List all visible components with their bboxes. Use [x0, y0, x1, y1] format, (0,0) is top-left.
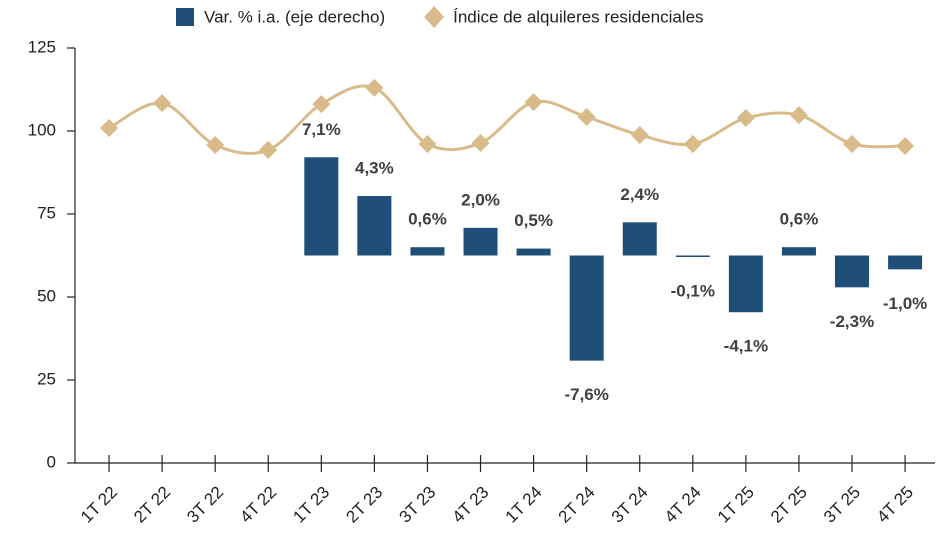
- data-label: -7,6%: [564, 385, 608, 404]
- data-label: 2,0%: [461, 190, 500, 209]
- data-label: -1,0%: [883, 294, 927, 313]
- x-tick-label: 3T 25: [820, 483, 864, 527]
- data-label: 2,4%: [620, 185, 659, 204]
- y-tick-label: 25: [37, 369, 56, 388]
- legend-label: Índice de alquileres residenciales: [453, 7, 703, 26]
- legend-label: Var. % i.a. (eje derecho): [204, 7, 385, 26]
- x-tick-label: 2T 22: [130, 483, 174, 527]
- bar: [569, 255, 604, 361]
- marker: [206, 135, 225, 154]
- bar: [888, 255, 923, 270]
- bar: [410, 247, 445, 256]
- bar: [675, 255, 710, 257]
- x-tick-label: 2T 24: [555, 483, 599, 527]
- marker: [630, 125, 649, 144]
- x-tick-label: 4T 24: [661, 483, 705, 527]
- bar: [781, 247, 816, 256]
- marker: [524, 93, 543, 112]
- data-label: 0,5%: [514, 211, 553, 230]
- x-tick-label: 1T 25: [714, 483, 758, 527]
- marker: [312, 95, 331, 114]
- x-tick-label: 3T 22: [183, 483, 227, 527]
- data-label: 0,6%: [408, 210, 447, 229]
- bar: [304, 157, 339, 256]
- y-tick-label: 125: [28, 37, 56, 56]
- data-label: -2,3%: [830, 312, 874, 331]
- line: [108, 84, 906, 155]
- x-tick-label: 4T 25: [873, 483, 917, 527]
- data-label: 4,3%: [355, 159, 394, 178]
- x-tick-label: 1T 23: [289, 483, 333, 527]
- bar: [463, 227, 498, 256]
- marker: [789, 106, 808, 125]
- marker: [418, 134, 437, 153]
- data-label: -0,1%: [671, 281, 715, 300]
- bar: [516, 248, 551, 256]
- y-tick-label: 75: [37, 203, 56, 222]
- data-label: 0,6%: [780, 210, 819, 229]
- y-tick-label: 0: [47, 452, 56, 471]
- x-tick-label: 4T 22: [236, 483, 280, 527]
- bar: [728, 255, 763, 313]
- marker: [577, 108, 596, 127]
- marker: [365, 78, 384, 97]
- x-tick-label: 1T 22: [77, 483, 121, 527]
- marker: [683, 134, 702, 153]
- x-tick-label: 4T 23: [449, 483, 493, 527]
- x-tick-label: 2T 23: [342, 483, 386, 527]
- marker: [259, 140, 278, 159]
- data-label: 7,1%: [302, 120, 341, 139]
- x-tick-label: 2T 25: [767, 483, 811, 527]
- bar: [835, 255, 870, 288]
- x-tick-label: 3T 23: [395, 483, 439, 527]
- legend-swatch: [176, 8, 194, 26]
- marker: [153, 94, 172, 113]
- y-tick-label: 100: [28, 120, 56, 139]
- x-tick-label: 3T 24: [608, 483, 652, 527]
- marker: [736, 109, 755, 128]
- marker: [471, 133, 490, 152]
- y-tick-label: 50: [37, 286, 56, 305]
- bar: [357, 196, 392, 256]
- marker: [100, 119, 119, 138]
- marker: [896, 136, 915, 155]
- marker: [843, 134, 862, 153]
- data-label: -4,1%: [724, 337, 768, 356]
- x-tick-label: 1T 24: [502, 483, 546, 527]
- legend-swatch: [424, 6, 445, 28]
- bar: [622, 222, 657, 256]
